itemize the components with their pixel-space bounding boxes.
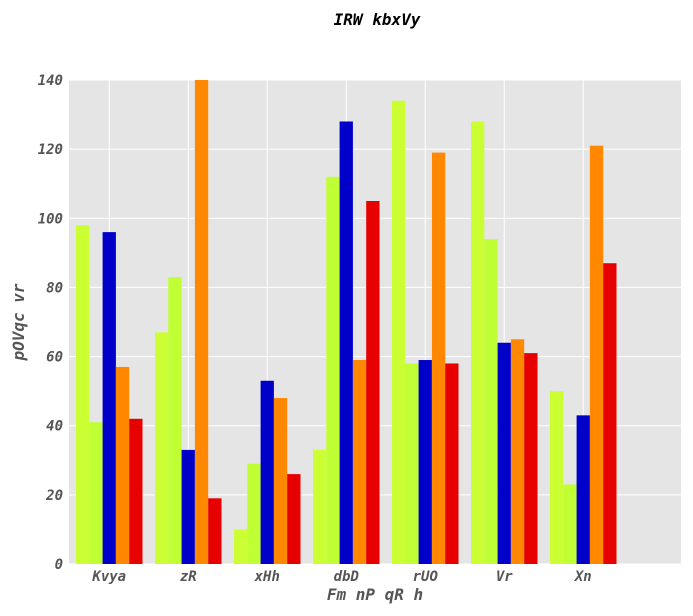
bar-Xn-s2	[563, 484, 577, 564]
bar-rUO-s1	[392, 100, 406, 564]
bar-rUO-s4	[431, 152, 446, 564]
y-tick-label: 0	[55, 557, 63, 573]
bar-Vr-s4	[510, 339, 525, 564]
bar-xHh-s5	[287, 474, 301, 564]
x-tick-label: Kvya	[91, 569, 126, 585]
bar-Xn-s1	[550, 391, 564, 564]
y-axis-label: pOVqc vr	[9, 283, 28, 361]
bar-rUO-s5	[445, 363, 459, 564]
y-tick-label: 20	[45, 488, 63, 504]
y-tick-labels: 0 20 40 60 80 100 120 140	[38, 73, 63, 573]
bar-Xn-s4	[589, 145, 604, 564]
bar-zR-s1	[155, 332, 169, 564]
bar-zR-s3	[181, 449, 195, 564]
x-tick-label: Vr	[496, 569, 513, 585]
y-tick-label: 100	[38, 211, 63, 227]
bar-Vr-s2	[484, 239, 498, 564]
bars	[76, 80, 617, 565]
bar-zR-s4	[194, 80, 209, 564]
x-axis-label: Fm nP qR h	[327, 585, 423, 604]
bar-Vr-s5	[524, 353, 538, 564]
bar-dbD-s5	[366, 201, 380, 564]
bar-Kvya-s3	[102, 232, 116, 564]
bar-Vr-s1	[471, 121, 485, 564]
y-tick-label: 140	[38, 73, 63, 89]
bar-xHh-s4	[273, 398, 288, 564]
bar-Xn-s3	[576, 415, 590, 564]
y-tick-label: 40	[46, 419, 63, 435]
x-tick-label: zR	[180, 569, 197, 585]
x-tick-label: Xn	[574, 569, 592, 585]
x-tick-label: dbD	[334, 569, 359, 585]
bar-Kvya-s2	[89, 422, 103, 564]
bar-xHh-s2	[247, 463, 261, 564]
bar-xHh-s1	[234, 529, 248, 564]
bar-dbD-s3	[339, 121, 353, 564]
bar-xHh-s3	[260, 380, 274, 564]
bar-zR-s2	[168, 277, 182, 564]
bar-Kvya-s4	[115, 366, 130, 564]
x-tick-label: rUO	[413, 569, 438, 585]
x-tick-labels: Kvya zR xHh dbD rUO Vr Xn	[91, 569, 591, 585]
bar-Kvya-s1	[76, 225, 90, 564]
bar-rUO-s3	[418, 360, 432, 564]
y-tick-label: 80	[46, 280, 63, 296]
bar-rUO-s2	[405, 363, 419, 564]
y-tick-label: 60	[46, 350, 63, 366]
bar-zR-s5	[208, 498, 222, 564]
chart-title: IRW kbxVy	[334, 10, 421, 29]
bar-Kvya-s5	[129, 418, 143, 564]
bar-Xn-s5	[603, 263, 617, 564]
bar-Vr-s3	[497, 342, 511, 564]
bar-dbD-s1	[313, 449, 327, 564]
bar-dbD-s4	[352, 360, 367, 564]
x-tick-label: xHh	[254, 569, 280, 585]
y-tick-label: 120	[38, 142, 63, 158]
bar-dbD-s2	[326, 176, 340, 565]
